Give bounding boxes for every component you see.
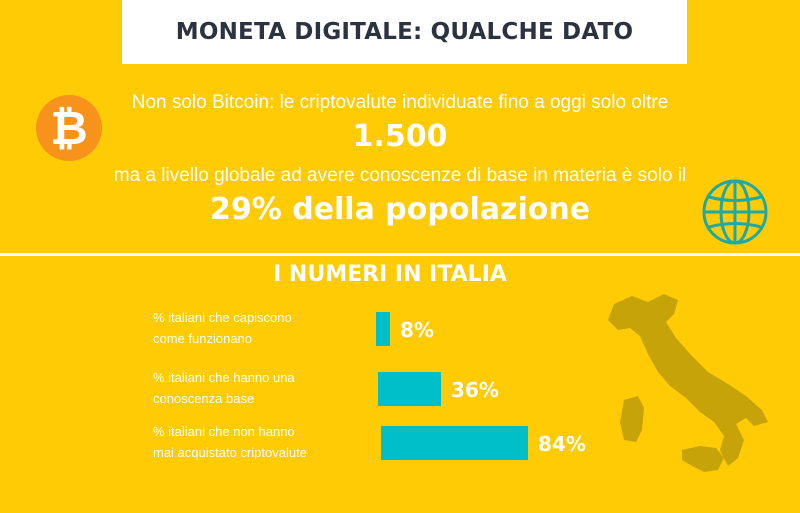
intro-line-1: Non solo Bitcoin: le criptovalute indivi… — [131, 92, 669, 113]
crypto-count: 1.500 — [352, 119, 448, 154]
intro-line-2: ma a livello globale ad avere conoscenze… — [113, 165, 687, 186]
global-percent: 29% della popolazione — [209, 192, 591, 227]
value-label: 8% — [400, 318, 434, 342]
globe-icon — [702, 179, 768, 245]
chart-title: I NUMERI IN ITALIA — [273, 262, 507, 287]
title-banner: MONETA DIGITALE: QUALCHE DATO — [122, 0, 687, 64]
italy-map-icon — [608, 294, 768, 472]
section-divider — [0, 253, 800, 256]
bar — [381, 426, 528, 460]
category-label: % italiani che capiscono come funzionano — [153, 310, 292, 346]
category-label: % italiani che hanno una conoscenza base — [153, 370, 295, 406]
bitcoin-icon: ₿ — [36, 95, 102, 161]
value-label: 36% — [451, 378, 499, 402]
value-label: 84% — [538, 432, 586, 456]
category-label: % italiani che non hanno mai acquistato c… — [153, 424, 307, 460]
page-title: MONETA DIGITALE: QUALCHE DATO — [175, 19, 634, 45]
bar — [376, 312, 390, 346]
bar — [378, 372, 441, 406]
